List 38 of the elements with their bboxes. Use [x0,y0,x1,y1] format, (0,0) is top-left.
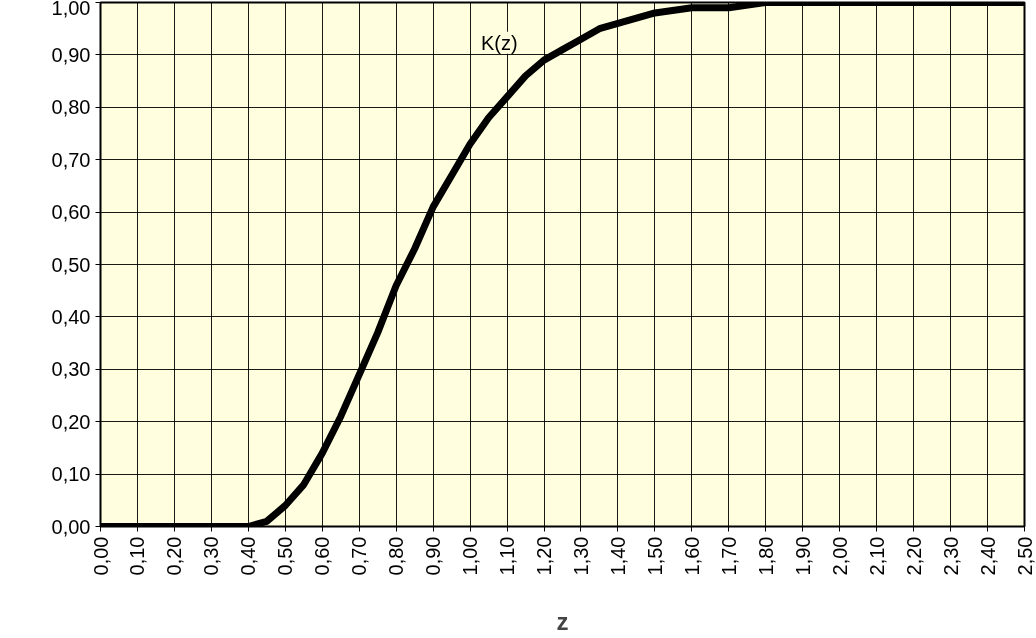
y-tick-label: 1,00 [51,0,91,19]
x-tick-label: 1,00 [459,536,482,576]
x-tick-label: 1,60 [680,536,703,576]
x-tick-label: 1,80 [754,536,777,576]
x-tick-label: 0,60 [311,536,334,576]
x-tick-label: 1,20 [533,536,556,576]
x-tick-label: 2,50 [1013,536,1036,576]
x-tick-label: 1,30 [569,536,592,576]
y-tick-label: 0,40 [51,305,91,328]
x-tick-label: 1,40 [606,536,629,576]
y-tick-label: 0,60 [51,201,91,224]
x-tick-label: 0,30 [200,536,223,576]
y-tick-label: 0,50 [51,253,91,276]
x-tick-label: 2,10 [865,536,888,576]
x-tick-label: 1,50 [643,536,666,576]
x-tick-label: 0,10 [126,536,149,576]
x-tick-label: 2,40 [976,536,999,576]
x-tick-label: 0,40 [237,536,260,576]
y-tick-label: 0,10 [51,463,91,486]
x-tick-label: 2,20 [902,536,925,576]
y-tick-label: 0,70 [51,148,91,171]
x-tick-label: 0,20 [163,536,186,576]
y-tick-label: 0,80 [51,96,91,119]
x-tick-label: 2,00 [828,536,851,576]
x-tick-label: 1,90 [791,536,814,576]
y-tick-label: 0,20 [51,410,91,433]
x-tick-label: 2,30 [939,536,962,576]
y-tick-label: 0,00 [51,515,91,538]
x-tick-label: 1,10 [496,536,519,576]
y-tick-label: 0,30 [51,358,91,381]
x-tick-label: 0,50 [274,536,297,576]
series-label: K(z) [480,31,518,54]
x-axis-title: z [556,608,569,636]
x-tick-label: 1,70 [717,536,740,576]
x-tick-label: 0,70 [348,536,371,576]
y-tick-label: 0,90 [51,43,91,66]
x-tick-label: 0,80 [385,536,408,576]
x-tick-label: 0,90 [422,536,445,576]
